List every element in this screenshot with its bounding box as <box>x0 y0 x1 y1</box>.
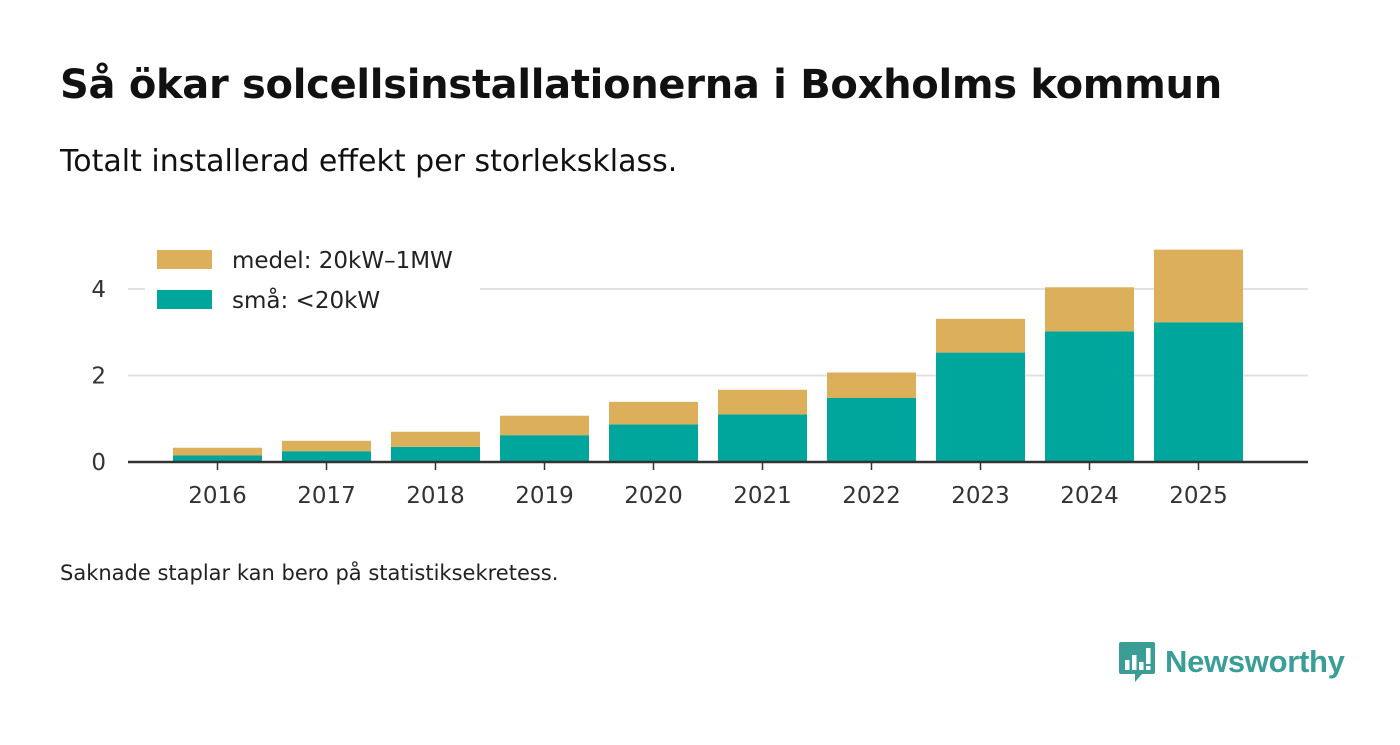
bar-2025-small <box>1154 322 1243 462</box>
legend-swatch-0 <box>157 250 212 269</box>
bar-2019-small <box>500 435 589 462</box>
brand-name: Newsworthy <box>1165 644 1345 679</box>
chart-title: Så ökar solcellsinstallationerna i Boxho… <box>60 62 1222 108</box>
y-tick-label-2: 2 <box>91 364 106 390</box>
bar-2018-medium <box>391 431 480 447</box>
bar-2021-medium <box>718 389 807 415</box>
bar-2021-small <box>718 414 807 462</box>
legend-label-1: små: <20kW <box>232 286 380 314</box>
bar-2017-medium <box>282 440 371 452</box>
axes: 0 2 4 2016 2017 2018 2019 2020 2021 2022 2023 2024 2… <box>91 277 1308 509</box>
legend-swatch-1 <box>157 290 212 309</box>
x-tick-label-2021: 2021 <box>733 483 792 509</box>
y-tick-label-4: 4 <box>91 277 106 303</box>
bar-2022-medium <box>827 372 916 398</box>
x-tick-label-2023: 2023 <box>951 483 1010 509</box>
bar-2017-small <box>282 451 371 462</box>
x-tick-label-2020: 2020 <box>624 483 683 509</box>
x-tick-label-2024: 2024 <box>1060 483 1119 509</box>
bars <box>173 249 1243 462</box>
bar-2024-small <box>1045 331 1134 462</box>
bar-2016-small <box>173 455 262 462</box>
bar-2020-medium <box>609 401 698 425</box>
bar-2018-small <box>391 446 480 462</box>
bar-2024-medium <box>1045 287 1134 332</box>
bar-2020-small <box>609 424 698 462</box>
legend: medel: 20kW–1MW små: <20kW <box>145 238 480 322</box>
x-tick-label-2017: 2017 <box>297 483 356 509</box>
x-tick-label-2018: 2018 <box>406 483 465 509</box>
bar-2019-medium <box>500 415 589 436</box>
newsworthy-logo[interactable]: Newsworthy <box>1118 640 1345 684</box>
x-tick-label-2016: 2016 <box>188 483 247 509</box>
x-tick-label-2025: 2025 <box>1169 483 1228 509</box>
bar-2023-medium <box>936 318 1025 353</box>
bar-2016-medium <box>173 447 262 456</box>
y-tick-label-0: 0 <box>91 450 106 476</box>
newsworthy-logo-icon <box>1119 642 1155 682</box>
bar-2023-small <box>936 352 1025 462</box>
bar-2022-small <box>827 397 916 462</box>
footnote: Saknade staplar kan bero på statistiksek… <box>60 561 559 585</box>
legend-label-0: medel: 20kW–1MW <box>232 248 453 274</box>
x-tick-label-2019: 2019 <box>515 483 574 509</box>
bar-2025-medium <box>1154 249 1243 323</box>
chart-subtitle: Totalt installerad effekt per storlekskl… <box>60 144 678 179</box>
x-tick-label-2022: 2022 <box>842 483 901 509</box>
